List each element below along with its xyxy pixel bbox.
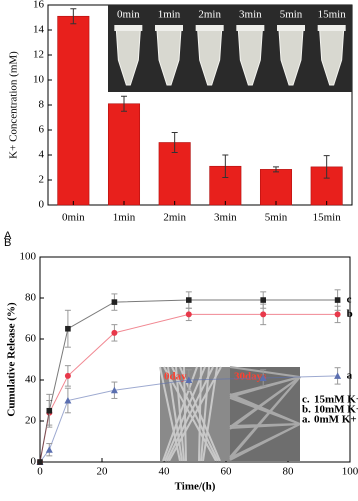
inset-label: 0min: [117, 9, 140, 21]
y-tick-label: 0: [31, 456, 37, 468]
tube-cap: [277, 25, 305, 31]
inset-label: 5min: [280, 9, 303, 21]
series-tag: b: [347, 308, 353, 320]
y-tick-label: 60: [25, 333, 37, 345]
y-tick-label: 12: [33, 49, 44, 61]
inset-label: 30days: [234, 371, 267, 383]
x-tick-label: 0min: [62, 212, 85, 224]
fiber: [200, 366, 210, 462]
panel-label: A: [4, 230, 12, 242]
tube-cap: [236, 25, 265, 31]
inset-label: 3min: [239, 9, 262, 21]
point: [37, 459, 43, 465]
point: [260, 297, 266, 303]
fiber: [175, 366, 185, 462]
fiber: [229, 366, 301, 378]
point: [111, 329, 118, 336]
y-tick-label: 0: [39, 199, 45, 211]
point: [259, 374, 267, 381]
x-tick-label: 0: [37, 466, 43, 478]
y-tick-label: 2: [39, 174, 45, 186]
bar: [57, 15, 90, 206]
panel-label: B: [4, 237, 11, 249]
point: [334, 297, 341, 303]
x-tick-label: 60: [221, 466, 233, 478]
y-tick-label: 6: [39, 124, 45, 136]
y-tick-label: 8: [39, 99, 45, 111]
x-tick-label: 1min: [113, 212, 136, 224]
x-tick-label: 40: [159, 466, 171, 478]
point: [260, 311, 267, 318]
point: [65, 325, 71, 332]
series-tag: a: [347, 369, 353, 381]
legend-key: a.: [302, 414, 311, 426]
error-bar: [70, 8, 77, 25]
fiber: [166, 366, 214, 462]
y-tick-label: 16: [33, 0, 45, 11]
point: [334, 311, 341, 318]
tube-cap: [114, 25, 143, 31]
x-tick-label: 15min: [313, 212, 342, 224]
legend-label: 10mM K+: [314, 404, 358, 416]
tube-cap: [317, 25, 346, 31]
inset-label: 2min: [198, 9, 221, 21]
y-tick-label: 4: [39, 149, 45, 161]
legend-label: 15mM K+: [314, 394, 358, 406]
y-axis-label: K+ Concentration (mM): [8, 51, 20, 159]
y-tick-label: 10: [33, 74, 45, 86]
error-bar: [171, 132, 178, 153]
fiber: [202, 366, 218, 462]
y-axis-label: Cumulative Release (%): [6, 302, 18, 417]
bar: [107, 103, 141, 206]
fiber: [229, 376, 301, 458]
bar: [259, 169, 293, 206]
inset-label: 1min: [158, 9, 181, 21]
point: [185, 376, 193, 383]
error-bar: [323, 155, 330, 179]
series-tag: c: [347, 294, 352, 306]
point: [185, 311, 192, 318]
y-tick-label: 20: [25, 415, 37, 427]
legend-box: [300, 392, 349, 428]
x-tick-label: 80: [283, 466, 295, 478]
y-tick-label: 80: [25, 292, 37, 304]
point: [111, 299, 118, 305]
fiber: [229, 423, 301, 459]
inset-label: 0day: [164, 371, 187, 383]
point: [46, 407, 53, 414]
point: [110, 386, 118, 394]
fiber: [183, 366, 187, 462]
y-tick-label: 100: [20, 251, 37, 263]
x-tick-label: 20: [97, 466, 109, 478]
point: [45, 446, 53, 453]
error-bar: [273, 166, 279, 173]
point: [186, 297, 192, 303]
error-bar: [222, 154, 229, 178]
legend-key: c.: [302, 394, 310, 406]
plot-frame: [39, 256, 351, 463]
inset-label: 15min: [318, 9, 347, 21]
point: [334, 372, 342, 379]
point: [64, 397, 72, 404]
legend-label: 0mM K+: [314, 414, 357, 426]
fiber: [229, 423, 301, 427]
y-tick-label: 40: [25, 374, 37, 386]
x-tick-label: 2min: [163, 212, 186, 224]
tube-cap: [195, 25, 224, 31]
point: [64, 372, 71, 379]
fiber: [229, 376, 301, 428]
y-tick-label: 14: [33, 24, 45, 36]
fiber: [168, 366, 222, 462]
x-tick-label: 3min: [214, 212, 237, 224]
x-tick-label: 5min: [265, 212, 288, 224]
legend-key: b.: [302, 404, 311, 416]
x-tick-label: 100: [342, 466, 358, 478]
x-axis-label: Time/(h): [175, 481, 216, 493]
inset-photo: [108, 5, 352, 92]
error-bar: [121, 95, 127, 112]
tube-cap: [155, 25, 183, 31]
fiber: [229, 393, 301, 425]
